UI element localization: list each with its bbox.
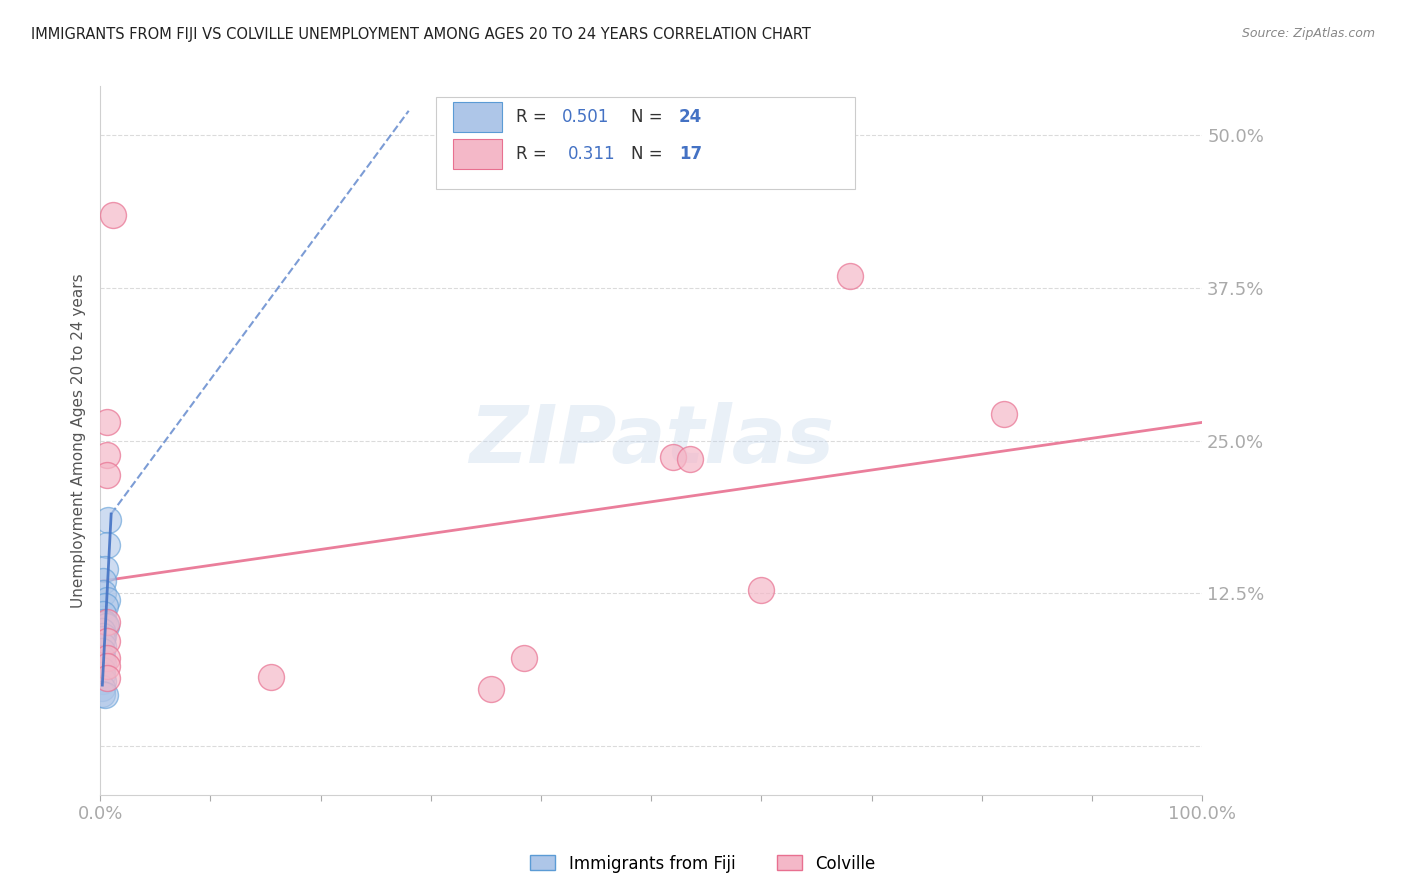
Text: N =: N = bbox=[631, 108, 668, 126]
Point bbox=[662, 450, 685, 464]
Text: R =: R = bbox=[516, 108, 551, 126]
Point bbox=[91, 687, 114, 701]
Point bbox=[91, 632, 114, 646]
Point bbox=[93, 607, 115, 622]
Text: N =: N = bbox=[631, 145, 668, 162]
Text: 0.311: 0.311 bbox=[568, 145, 614, 162]
Text: IMMIGRANTS FROM FIJI VS COLVILLE UNEMPLOYMENT AMONG AGES 20 TO 24 YEARS CORRELAT: IMMIGRANTS FROM FIJI VS COLVILLE UNEMPLO… bbox=[31, 27, 811, 42]
Point bbox=[93, 586, 115, 600]
Point bbox=[96, 416, 118, 430]
Point bbox=[91, 668, 114, 682]
FancyBboxPatch shape bbox=[436, 97, 855, 189]
Point bbox=[91, 624, 114, 639]
Point bbox=[93, 617, 115, 632]
Point bbox=[96, 449, 118, 463]
Point bbox=[96, 592, 118, 607]
Y-axis label: Unemployment Among Ages 20 to 24 years: Unemployment Among Ages 20 to 24 years bbox=[72, 274, 86, 608]
Point bbox=[751, 582, 773, 597]
Point bbox=[479, 681, 502, 696]
Point bbox=[93, 629, 115, 643]
Legend: Immigrants from Fiji, Colville: Immigrants from Fiji, Colville bbox=[523, 848, 883, 880]
Point bbox=[260, 669, 283, 683]
Text: Source: ZipAtlas.com: Source: ZipAtlas.com bbox=[1241, 27, 1375, 40]
Text: 17: 17 bbox=[679, 145, 702, 162]
Point bbox=[93, 574, 115, 589]
Point bbox=[91, 681, 114, 695]
Point bbox=[93, 656, 115, 670]
Point bbox=[93, 599, 115, 613]
Text: 24: 24 bbox=[679, 108, 702, 126]
Point bbox=[91, 664, 114, 678]
Point bbox=[96, 671, 118, 685]
Point bbox=[96, 538, 118, 552]
Point bbox=[94, 619, 117, 633]
Point bbox=[103, 208, 125, 222]
Point bbox=[93, 674, 115, 689]
Point bbox=[96, 634, 118, 648]
Point bbox=[93, 639, 115, 653]
Point bbox=[96, 467, 118, 482]
Point bbox=[679, 452, 702, 467]
Point bbox=[96, 651, 118, 665]
Text: ZIPatlas: ZIPatlas bbox=[468, 401, 834, 480]
Point bbox=[91, 644, 114, 658]
Point bbox=[838, 268, 860, 283]
Point bbox=[96, 658, 118, 673]
Text: R =: R = bbox=[516, 145, 557, 162]
Text: 0.501: 0.501 bbox=[562, 108, 609, 126]
Point bbox=[97, 513, 120, 527]
Bar bbox=[453, 102, 502, 132]
Point bbox=[993, 407, 1015, 421]
Point bbox=[513, 651, 536, 665]
Point bbox=[91, 651, 114, 665]
Point bbox=[93, 562, 115, 576]
Bar bbox=[453, 139, 502, 169]
Point bbox=[93, 688, 115, 702]
Point bbox=[93, 615, 115, 629]
Point bbox=[96, 615, 118, 629]
